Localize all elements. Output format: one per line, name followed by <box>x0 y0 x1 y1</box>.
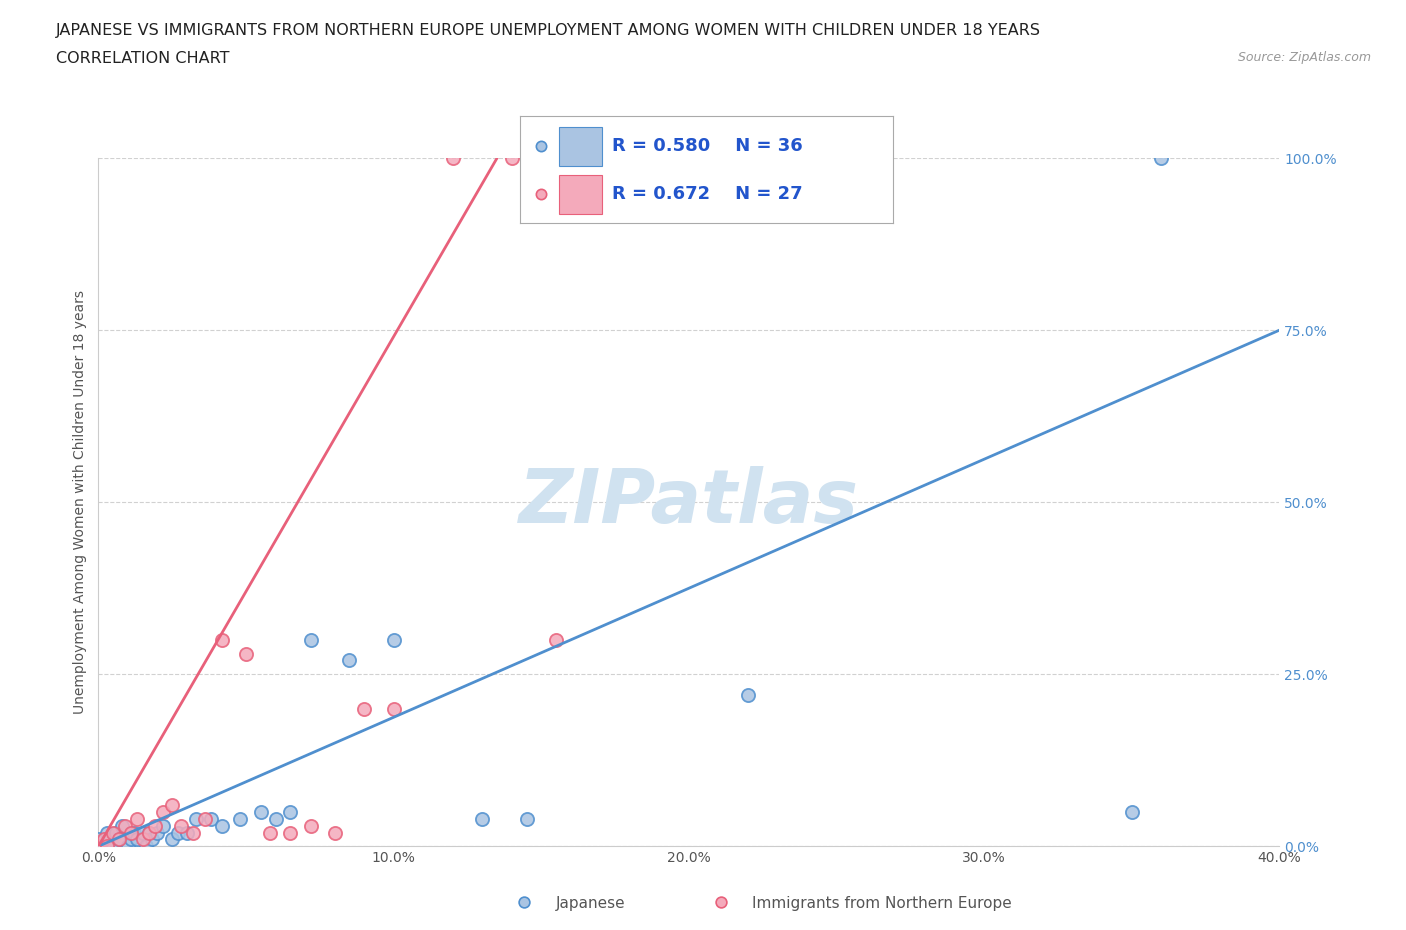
Point <box>515 811 537 826</box>
Point <box>135 839 157 854</box>
Point <box>138 825 160 840</box>
Point <box>299 632 322 647</box>
Point <box>250 804 273 819</box>
Point <box>132 825 155 840</box>
Text: Immigrants from Northern Europe: Immigrants from Northern Europe <box>752 897 1012 911</box>
Point <box>132 832 155 847</box>
Point <box>162 798 183 813</box>
Point <box>122 825 145 840</box>
Point <box>111 818 134 833</box>
Point <box>235 646 257 661</box>
Point <box>103 825 125 840</box>
Point <box>278 804 302 819</box>
Point <box>513 895 536 910</box>
Point <box>530 139 553 153</box>
Point <box>146 825 169 840</box>
Bar <box>560 175 602 214</box>
Point <box>337 653 360 668</box>
Point <box>229 811 252 826</box>
Text: ZIPatlas: ZIPatlas <box>519 466 859 538</box>
Point <box>353 701 375 716</box>
Point <box>323 825 346 840</box>
Point <box>382 632 405 647</box>
Point <box>471 811 494 826</box>
Point <box>200 811 222 826</box>
Point <box>211 818 233 833</box>
Point <box>96 825 118 840</box>
Point <box>108 832 131 847</box>
Point <box>152 818 174 833</box>
Point <box>1121 804 1143 819</box>
Point <box>103 839 125 854</box>
Point <box>87 839 110 854</box>
Point <box>93 832 115 847</box>
Text: Japanese: Japanese <box>555 897 626 911</box>
Point <box>120 832 142 847</box>
Point <box>710 895 733 910</box>
Point <box>181 825 204 840</box>
Point <box>278 825 302 840</box>
Point <box>259 825 281 840</box>
Text: CORRELATION CHART: CORRELATION CHART <box>56 51 229 66</box>
Point <box>143 818 166 833</box>
Point <box>125 832 148 847</box>
Point <box>96 839 118 854</box>
Point <box>93 839 115 854</box>
Point <box>141 832 163 847</box>
Point <box>441 151 464 166</box>
Text: R = 0.672    N = 27: R = 0.672 N = 27 <box>612 185 803 204</box>
Point <box>105 825 128 840</box>
Point <box>162 832 183 847</box>
Point <box>194 811 217 826</box>
Text: Source: ZipAtlas.com: Source: ZipAtlas.com <box>1237 51 1371 64</box>
Point <box>530 187 553 202</box>
Point <box>170 818 193 833</box>
Text: JAPANESE VS IMMIGRANTS FROM NORTHERN EUROPE UNEMPLOYMENT AMONG WOMEN WITH CHILDR: JAPANESE VS IMMIGRANTS FROM NORTHERN EUR… <box>56 23 1042 38</box>
Point <box>737 687 759 702</box>
Point <box>114 818 136 833</box>
Point <box>184 811 207 826</box>
Point <box>1150 151 1173 166</box>
Point <box>152 804 174 819</box>
Point <box>382 701 405 716</box>
Bar <box>560 127 602 166</box>
Point <box>501 151 523 166</box>
Point <box>167 825 190 840</box>
Point <box>264 811 287 826</box>
Point <box>138 825 160 840</box>
Point <box>176 825 198 840</box>
Text: R = 0.580    N = 36: R = 0.580 N = 36 <box>612 138 803 155</box>
Point <box>117 839 139 854</box>
Point <box>299 818 322 833</box>
Point <box>98 832 121 847</box>
Point <box>108 832 131 847</box>
Point <box>544 632 567 647</box>
Point <box>211 632 233 647</box>
Y-axis label: Unemployment Among Women with Children Under 18 years: Unemployment Among Women with Children U… <box>73 290 87 714</box>
Point <box>87 832 110 847</box>
Point <box>120 825 142 840</box>
Point <box>125 811 148 826</box>
